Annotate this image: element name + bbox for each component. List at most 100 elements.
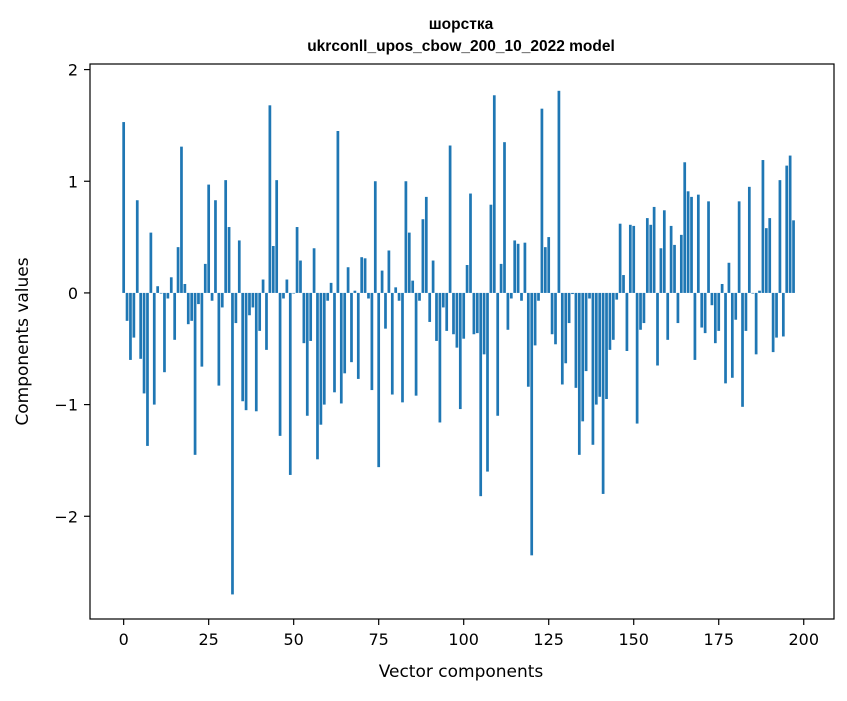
bar-63 <box>336 131 340 293</box>
bar-42 <box>265 292 268 350</box>
bar-57 <box>316 292 319 460</box>
bar-58 <box>319 292 323 425</box>
bar-143 <box>608 292 612 350</box>
bar-196 <box>788 155 792 293</box>
y-tick-label-0: 2 <box>68 61 78 80</box>
bar-126 <box>550 292 554 335</box>
bar-105 <box>479 292 483 497</box>
bar-35 <box>241 292 245 402</box>
bar-50 <box>292 292 296 294</box>
bar-81 <box>397 292 401 301</box>
bar-44 <box>271 246 275 293</box>
bar-74 <box>373 181 377 293</box>
bar-108 <box>489 204 493 293</box>
bar-165 <box>683 162 687 293</box>
bar-69 <box>356 292 360 379</box>
bar-127 <box>554 292 557 345</box>
bar-53 <box>302 292 306 344</box>
bar-19 <box>186 292 190 325</box>
bar-79 <box>390 292 394 395</box>
bar-98 <box>455 292 459 348</box>
bar-178 <box>727 262 731 293</box>
bar-102 <box>469 193 472 293</box>
bar-140 <box>598 292 602 397</box>
bar-29 <box>220 292 224 308</box>
y-tick-label-1: 1 <box>68 172 78 191</box>
bar-99 <box>458 292 462 410</box>
bar-6 <box>142 292 146 394</box>
bar-192 <box>775 292 778 338</box>
bar-96 <box>448 145 452 293</box>
bar-1 <box>125 292 129 321</box>
bar-149 <box>628 224 632 293</box>
bar-55 <box>309 292 313 341</box>
bar-187 <box>758 290 761 293</box>
bar-189 <box>764 228 768 293</box>
bar-188 <box>761 160 765 293</box>
bar-85 <box>411 280 415 293</box>
bar-176 <box>720 283 724 293</box>
x-axis-label: Vector components <box>379 662 544 682</box>
bar-177 <box>724 292 727 384</box>
bar-8 <box>149 232 153 293</box>
bar-40 <box>258 292 262 331</box>
bar-134 <box>577 292 581 455</box>
bar-95 <box>445 292 449 331</box>
x-tick-label-25: 25 <box>198 630 218 649</box>
bar-107 <box>486 292 489 472</box>
bar-23 <box>200 292 204 367</box>
bar-146 <box>618 223 622 293</box>
bar-32 <box>231 292 234 595</box>
bar-21 <box>193 292 197 455</box>
bar-25 <box>207 184 211 293</box>
bar-67 <box>350 292 353 363</box>
bar-120 <box>530 292 534 556</box>
bar-86 <box>414 292 418 396</box>
y-tick-label-3: −1 <box>54 396 78 415</box>
bar-47 <box>282 292 285 299</box>
bar-11 <box>159 292 163 294</box>
bar-167 <box>690 196 693 293</box>
x-tick-label-125: 125 <box>533 630 564 649</box>
bar-117 <box>520 292 523 301</box>
bar-172 <box>707 201 710 293</box>
bar-24 <box>203 263 207 293</box>
bar-190 <box>768 218 772 293</box>
bar-59 <box>322 292 326 405</box>
bar-160 <box>666 292 670 340</box>
bar-194 <box>781 292 785 337</box>
bar-119 <box>526 292 530 387</box>
bar-133 <box>574 292 578 388</box>
bar-103 <box>472 292 476 335</box>
bar-27 <box>214 200 217 293</box>
bar-51 <box>295 227 299 293</box>
bar-0 <box>122 122 126 293</box>
bar-56 <box>312 248 316 293</box>
bar-38 <box>251 292 255 308</box>
bar-76 <box>380 270 384 293</box>
bar-60 <box>326 292 330 301</box>
x-tick-label-75: 75 <box>369 630 389 649</box>
bar-93 <box>438 292 442 423</box>
x-tick-label-0: 0 <box>119 630 129 649</box>
x-axis-ticks: 0 25 50 75 100 125 150 175 200 <box>119 619 819 649</box>
bar-15 <box>173 292 177 340</box>
bar-132 <box>571 292 574 295</box>
bar-48 <box>285 279 289 293</box>
bar-122 <box>537 292 540 301</box>
bar-10 <box>156 286 160 293</box>
y-tick-label-2: 0 <box>68 284 78 303</box>
bar-33 <box>234 292 238 324</box>
y-axis-label: Components values <box>13 257 33 425</box>
bar-52 <box>299 260 302 293</box>
bar-157 <box>656 292 659 366</box>
x-tick-label-50: 50 <box>284 630 304 649</box>
bar-151 <box>635 292 639 424</box>
bar-71 <box>363 258 367 293</box>
bar-175 <box>717 292 721 331</box>
bar-164 <box>679 234 683 293</box>
bar-169 <box>696 194 700 293</box>
chart-subtitle: ukrconll_upos_cbow_200_10_2022 model <box>307 38 615 55</box>
bar-84 <box>407 232 411 293</box>
bar-125 <box>547 237 551 293</box>
